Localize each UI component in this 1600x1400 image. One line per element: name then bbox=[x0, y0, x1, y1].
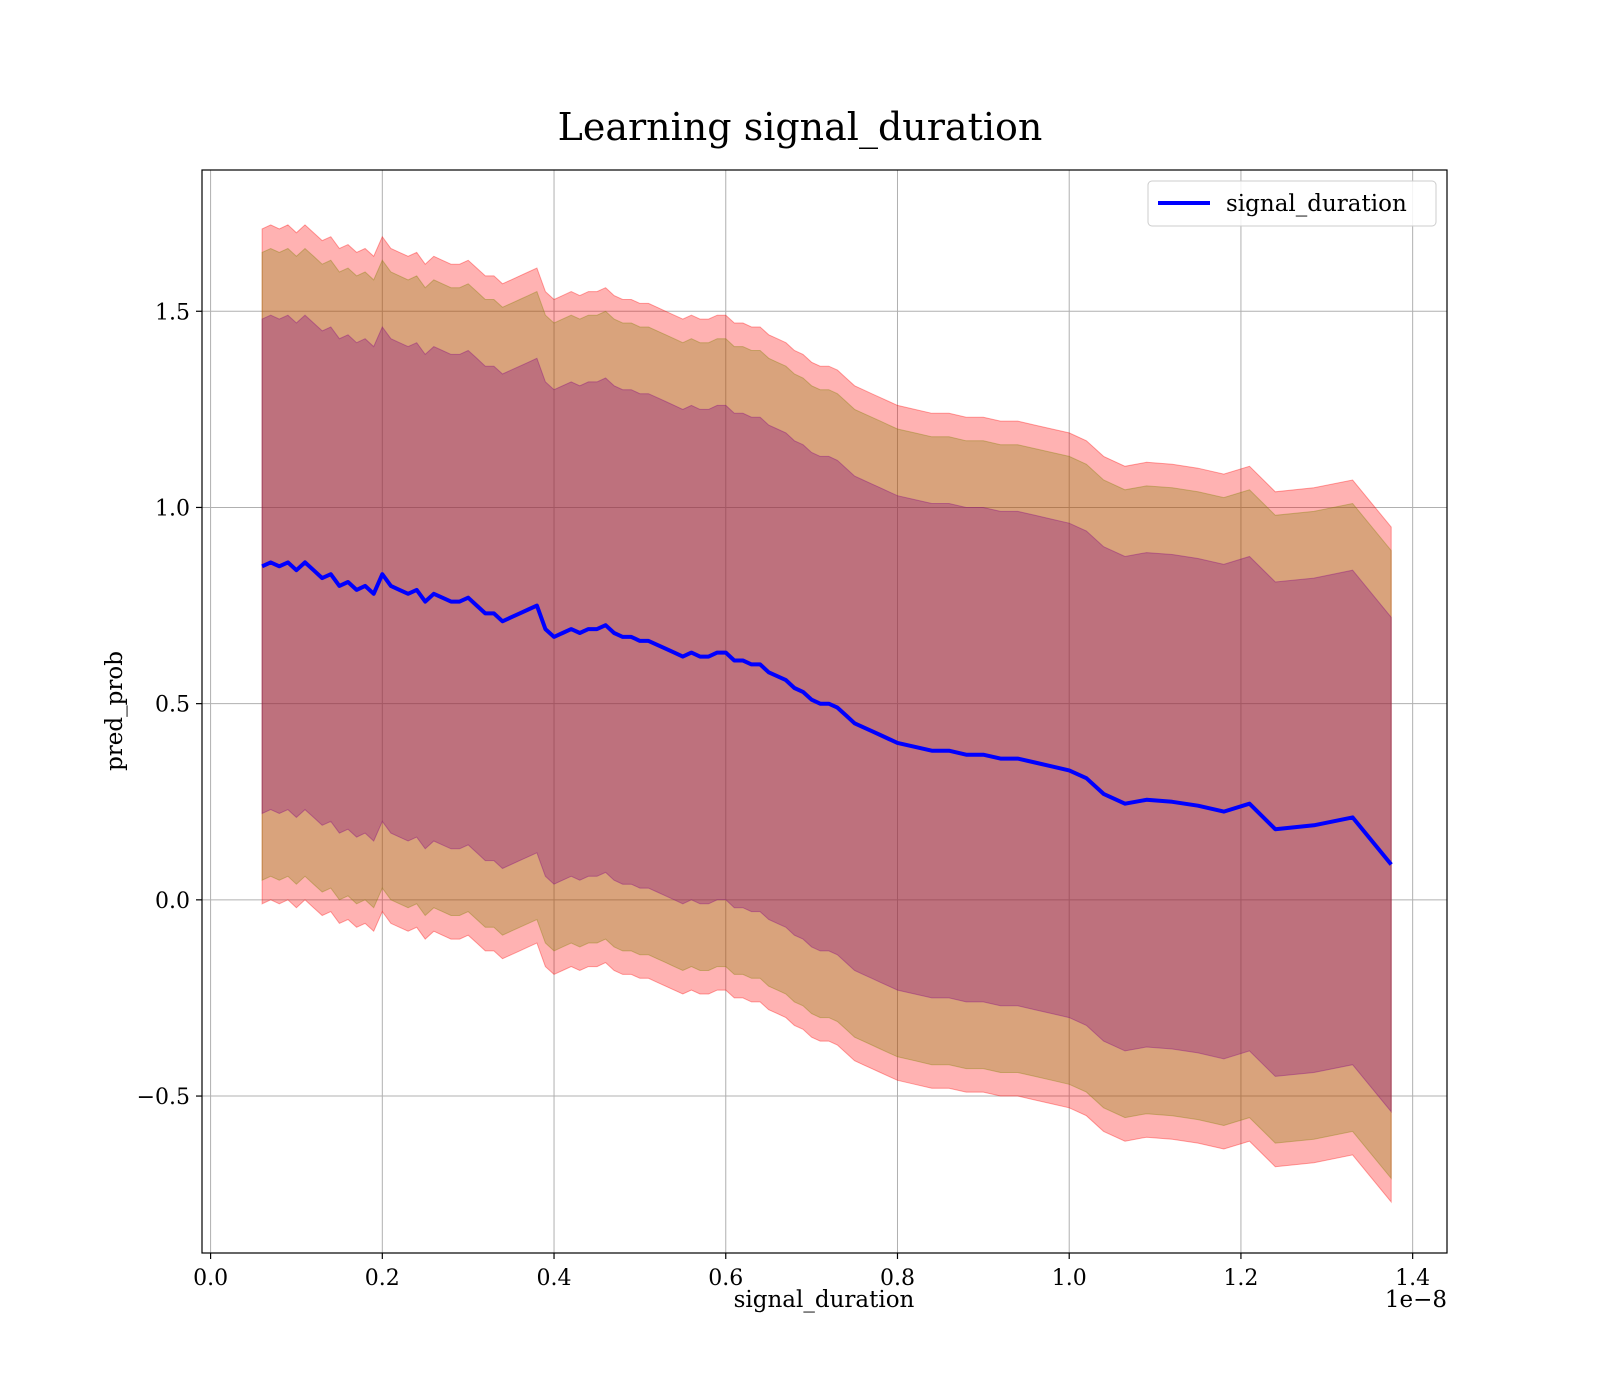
x-tick-label: 0.6 bbox=[708, 1266, 743, 1291]
x-axis-ticks: 0.0 0.2 0.4 0.6 0.8 1.0 1.2 1.4 bbox=[193, 1253, 1430, 1291]
x-tick-label: 0.8 bbox=[880, 1266, 915, 1291]
x-tick-label: 0.2 bbox=[365, 1266, 400, 1291]
y-axis-ticks: −0.5 0.0 0.5 1.0 1.5 bbox=[137, 300, 202, 1110]
x-tick-label: 1.2 bbox=[1223, 1266, 1258, 1291]
plot-frame bbox=[201, 169, 1448, 1254]
x-axis-label: signal_duration bbox=[734, 1287, 915, 1313]
series-lines bbox=[261, 560, 1393, 866]
y-axis-label: pred_prob bbox=[102, 651, 128, 771]
y-tick-label: −0.5 bbox=[137, 1085, 190, 1110]
confidence-band-3 bbox=[261, 314, 1392, 1114]
y-tick-label: 0.5 bbox=[155, 693, 190, 718]
chart-title: Learning signal_duration bbox=[558, 105, 1043, 150]
confidence-bands bbox=[261, 224, 1392, 1204]
x-tick-label: 1.4 bbox=[1395, 1266, 1430, 1291]
legend-box bbox=[1147, 180, 1437, 227]
y-tick-label: 1.0 bbox=[155, 496, 190, 521]
x-tick-label: 0.0 bbox=[193, 1266, 228, 1291]
x-axis-offset-label: 1e−8 bbox=[1385, 1287, 1447, 1313]
x-tick-label: 1.0 bbox=[1052, 1266, 1087, 1291]
x-tick-label: 0.4 bbox=[537, 1266, 572, 1291]
series-line-1 bbox=[261, 560, 1393, 866]
legend: signal_duration bbox=[1147, 180, 1437, 227]
y-tick-label: 0.0 bbox=[155, 889, 190, 914]
confidence-band-2 bbox=[261, 247, 1392, 1180]
y-tick-label: 1.5 bbox=[155, 300, 190, 325]
grid-lines bbox=[202, 170, 1447, 1253]
legend-label: signal_duration bbox=[1226, 191, 1407, 217]
confidence-band-1 bbox=[261, 224, 1392, 1204]
